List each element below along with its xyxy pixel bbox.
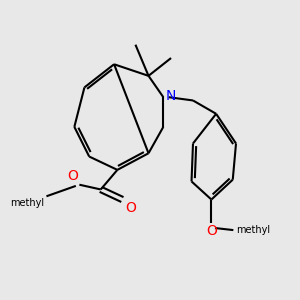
Text: O: O	[67, 169, 78, 183]
Text: methyl: methyl	[236, 225, 270, 235]
Text: O: O	[207, 224, 218, 238]
Text: O: O	[125, 201, 136, 215]
Text: N: N	[165, 89, 176, 103]
Text: methyl: methyl	[10, 198, 44, 208]
